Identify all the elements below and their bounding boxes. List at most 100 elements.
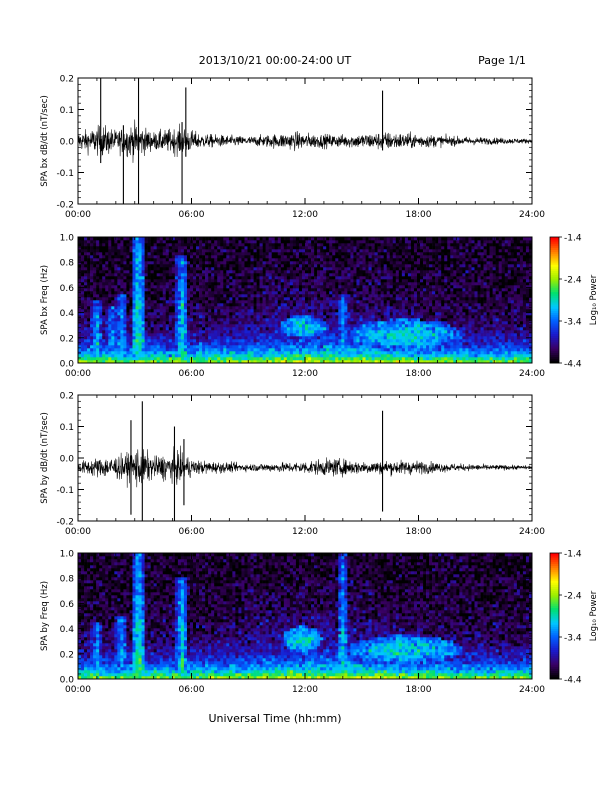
spectrogram-cell: [374, 354, 378, 358]
spectrogram-cell: [223, 354, 227, 358]
spectrogram-cell: [235, 252, 239, 256]
spectrogram-cell: [199, 342, 203, 346]
spectrogram-cell: [120, 312, 124, 316]
spectrogram-cell: [308, 276, 312, 280]
spectrogram-cell: [226, 282, 230, 286]
spectrogram-cell: [383, 237, 388, 241]
spectrogram-cell: [301, 342, 306, 346]
spectrogram-cell: [308, 249, 312, 253]
spectrogram-cell: [114, 267, 118, 271]
spectrogram-cell: [165, 354, 170, 358]
spectrogram-cell: [186, 237, 191, 241]
spectrogram-cell: [377, 243, 381, 247]
spectrogram-cell: [259, 291, 263, 295]
spectrogram-cell: [380, 273, 384, 277]
spectrogram-cell: [165, 279, 170, 283]
spectrogram-cell: [177, 354, 182, 358]
spectrogram-cell: [262, 339, 266, 343]
spectrogram-cell: [268, 267, 273, 271]
spectrogram-cell: [395, 264, 400, 268]
spectrogram-cell: [174, 240, 179, 244]
spectrogram-cell: [171, 243, 176, 247]
spectrogram-cell: [205, 303, 209, 307]
y-axis-title: SPA bx dB/dt (nT/sec): [40, 95, 50, 187]
spectrogram-cell: [99, 357, 103, 361]
spectrogram-cell: [217, 330, 221, 334]
spectrogram-cell: [220, 258, 224, 262]
spectrogram-cell: [295, 243, 300, 247]
spectrogram-cell: [217, 303, 221, 307]
spectrogram-cell: [247, 243, 251, 247]
spectrogram-cell: [223, 240, 227, 244]
spectrogram-cell: [262, 240, 266, 244]
spectrogram-cell: [320, 309, 324, 313]
spectrogram-cell: [177, 336, 182, 340]
spectrogram-cell: [423, 342, 427, 346]
spectrogram-cell: [262, 288, 266, 292]
spectrogram-cell: [410, 261, 415, 265]
spectrogram-cell: [96, 255, 100, 259]
spectrogram-cell: [359, 348, 363, 352]
spectrogram-cell: [99, 279, 103, 283]
spectrogram-cell: [129, 357, 133, 361]
spectrogram-cell: [174, 354, 179, 358]
spectrogram-cell: [208, 279, 212, 283]
spectrogram-cell: [159, 282, 164, 286]
spectrogram-cell: [229, 246, 233, 250]
spectrogram-cell: [289, 264, 294, 268]
spectrogram-cell: [401, 288, 406, 292]
spectrogram-cell: [183, 324, 188, 328]
spectrogram-cell: [344, 321, 348, 325]
spectrogram-cell: [314, 303, 318, 307]
spectrogram-cell: [189, 288, 194, 292]
spectrogram-cell: [326, 246, 330, 250]
spectrogram-cell: [398, 351, 403, 355]
spectrogram-cell: [174, 276, 179, 280]
spectrogram-cell: [250, 297, 254, 301]
spectrogram-cell: [141, 294, 145, 298]
spectrogram-cell: [217, 261, 221, 265]
spectrogram-cell: [335, 285, 339, 289]
spectrogram-cell: [81, 339, 85, 343]
spectrogram-cell: [314, 336, 318, 340]
spectrogram-cell: [202, 330, 206, 334]
spectrogram-cell: [314, 288, 318, 292]
spectrogram-cell: [78, 303, 82, 307]
spectrogram-cell: [238, 252, 242, 256]
spectrogram-cell: [196, 306, 200, 310]
spectrogram-cell: [120, 303, 124, 307]
spectrogram-cell: [126, 309, 130, 313]
spectrogram-cell: [365, 285, 369, 289]
spectrogram-cell: [314, 300, 318, 304]
spectrogram-cell: [183, 327, 188, 331]
spectrogram-cell: [214, 318, 218, 322]
spectrogram-cell: [398, 318, 403, 322]
spectrogram-cell: [268, 315, 273, 319]
spectrogram-cell: [129, 321, 133, 325]
spectrogram-cell: [344, 261, 348, 265]
spectrogram-cell: [202, 327, 206, 331]
spectrogram-cell: [93, 312, 97, 316]
spectrogram-cell: [259, 303, 263, 307]
spectrogram-cell: [84, 339, 88, 343]
spectrogram-cell: [377, 261, 381, 265]
spectrogram-cell: [138, 249, 142, 253]
spectrogram-cell: [141, 273, 145, 277]
spectrogram-cell: [353, 243, 357, 247]
spectrogram-cell: [271, 243, 276, 247]
spectrogram-cell: [356, 300, 360, 304]
spectrogram-cell: [392, 249, 397, 253]
spectrogram-cell: [141, 291, 145, 295]
spectrogram-cell: [141, 348, 145, 352]
spectrogram-cell: [183, 354, 188, 358]
spectrogram-cell: [410, 309, 415, 313]
spectrogram-cell: [305, 240, 309, 244]
spectrogram-cell: [308, 282, 312, 286]
spectrogram-cell: [99, 360, 103, 364]
spectrogram-cell: [420, 240, 424, 244]
spectrogram-cell: [389, 267, 394, 271]
spectrogram-cell: [223, 261, 227, 265]
spectrogram-cell: [407, 282, 412, 286]
spectrogram-cell: [229, 276, 233, 280]
spectrogram-cell: [274, 318, 279, 322]
